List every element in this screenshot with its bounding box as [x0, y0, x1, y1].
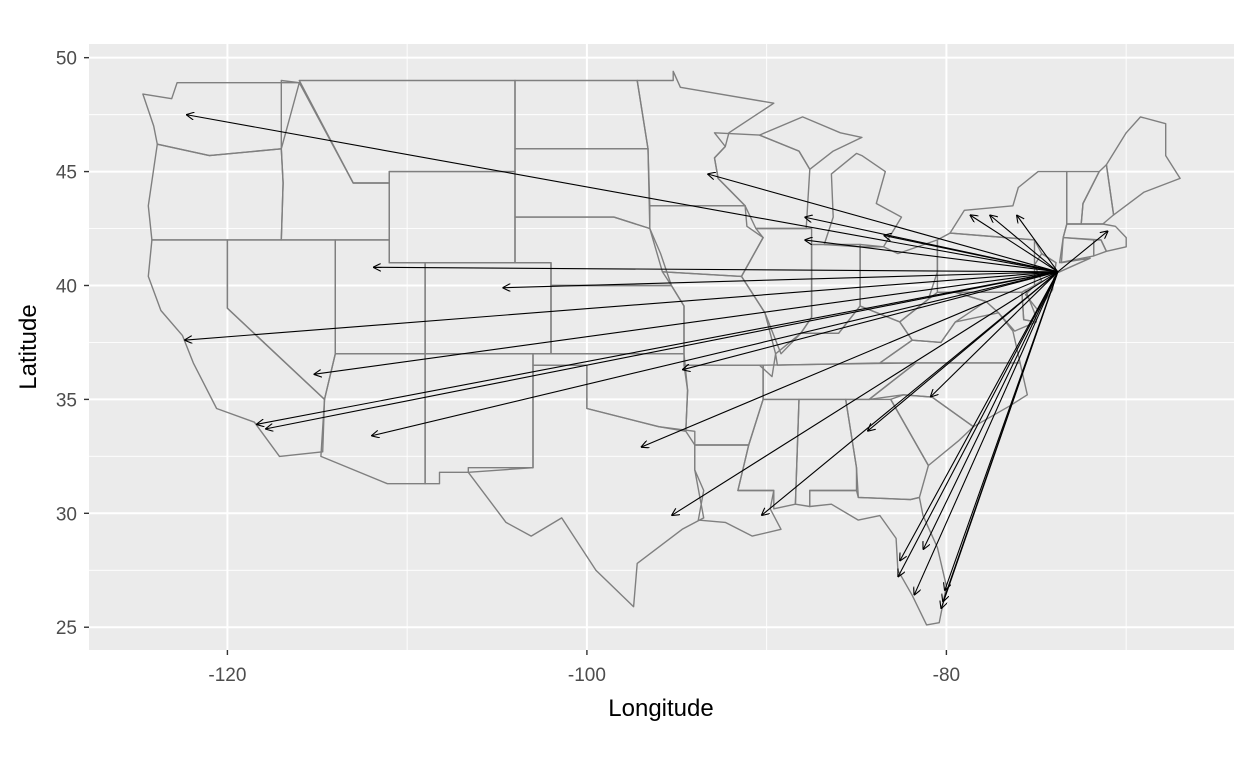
y-axis-title: Latitude [15, 304, 42, 389]
route-arrow-8 [641, 271, 1059, 447]
route-arrow-12 [761, 271, 1059, 516]
route-arrow-0 [186, 115, 1058, 273]
route-arrow-10 [682, 271, 1058, 370]
y-tick-label-1: 30 [56, 504, 77, 525]
route-arrow-7 [502, 271, 1058, 288]
x-axis: -120 -100 -80 [208, 650, 960, 686]
x-tick-label-0: -120 [208, 665, 246, 686]
route-arrow-16 [883, 235, 1058, 273]
state-boundary-33 [809, 489, 948, 626]
flight-routes [184, 115, 1108, 609]
route-arrow-4 [314, 271, 1058, 375]
route-arrow-24 [941, 271, 1059, 609]
route-arrow-25 [970, 215, 1059, 273]
route-arrow-3 [265, 271, 1058, 429]
route-arrow-20 [914, 271, 1059, 596]
route-arrow-26 [990, 215, 1059, 273]
route-arrow-19 [898, 271, 1059, 577]
y-tick-label-3: 40 [56, 276, 77, 297]
route-arrow-21 [923, 271, 1059, 550]
route-arrow-18 [900, 271, 1059, 561]
route-arrow-9 [671, 271, 1059, 516]
y-tick-label-0: 25 [56, 618, 77, 639]
route-arrow-6 [373, 267, 1058, 273]
y-tick-label-5: 50 [56, 49, 77, 70]
state-boundary-42 [949, 170, 1091, 275]
route-arrow-27 [1017, 215, 1059, 273]
route-arrow-17 [930, 271, 1059, 397]
state-boundary-27 [758, 116, 863, 171]
route-arrow-15 [867, 271, 1059, 431]
y-tick-label-4: 45 [56, 163, 77, 184]
x-axis-title: Longitude [608, 695, 713, 722]
route-arrow-14 [804, 240, 1058, 273]
route-arrow-28 [1057, 231, 1108, 273]
route-arrow-11 [707, 174, 1058, 273]
route-arrow-1 [184, 271, 1058, 340]
y-tick-label-2: 35 [56, 390, 77, 411]
y-axis: 25 30 35 40 45 50 [56, 49, 89, 639]
state-boundary-48 [1105, 116, 1181, 216]
route-arrow-2 [256, 271, 1058, 425]
minor-gridlines [89, 44, 1234, 650]
x-tick-label-2: -80 [933, 665, 960, 686]
route-arrow-5 [371, 271, 1058, 436]
x-tick-label-1: -100 [568, 665, 606, 686]
state-boundary-16 [467, 364, 705, 608]
